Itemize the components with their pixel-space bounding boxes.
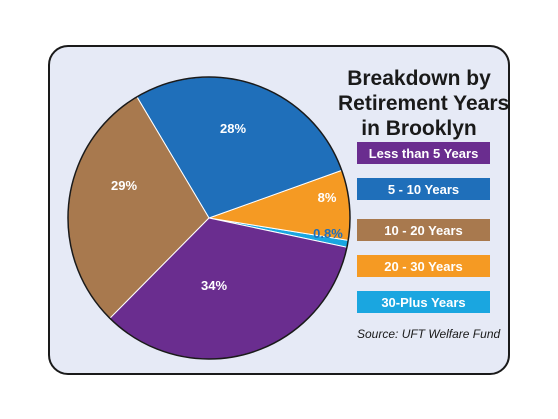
chart-title: Breakdown by Retirement Years in Brookly…	[338, 66, 510, 141]
legend-item-5-10-years: 5 - 10 Years	[357, 178, 490, 200]
legend-item-less-than-5-years: Less than 5 Years	[357, 142, 490, 164]
data-label-less-than-5-years: 34%	[201, 278, 227, 293]
legend-item-10-20-years: 10 - 20 Years	[357, 219, 490, 241]
chart-title-line-1: Breakdown by	[347, 67, 491, 90]
data-label-20-30-years: 8%	[318, 190, 337, 205]
data-label-30-plus-years: 0.8%	[313, 226, 343, 241]
data-label-5-10-years: 28%	[220, 121, 246, 136]
legend-item-30-plus-years: 30-Plus Years	[357, 291, 490, 313]
data-label-10-20-years: 29%	[111, 178, 137, 193]
legend-item-20-30-years: 20 - 30 Years	[357, 255, 490, 277]
source-note: Source: UFT Welfare Fund	[357, 327, 501, 341]
pie-outline	[67, 76, 351, 360]
chart-title-line-3: in Brooklyn	[361, 117, 477, 140]
chart-title-line-2: Retirement Years	[338, 92, 510, 115]
